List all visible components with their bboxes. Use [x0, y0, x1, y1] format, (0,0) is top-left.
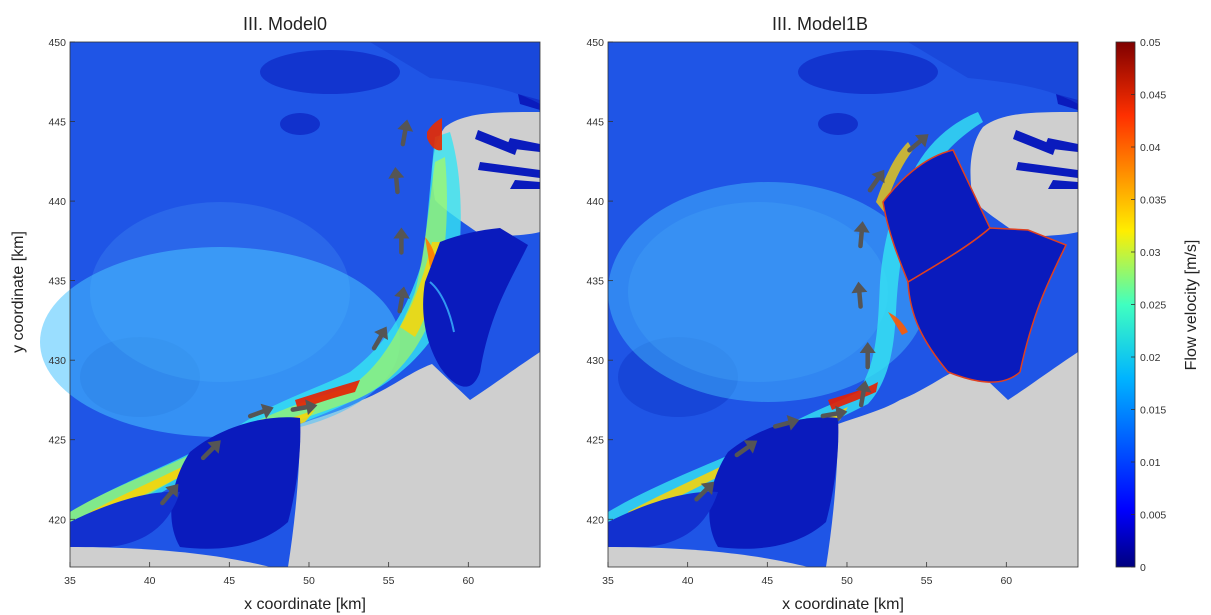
- y-tick-label: 445: [48, 117, 66, 129]
- panel-title: III. Model0: [243, 14, 327, 34]
- colorbar-tick-label: 0.04: [1140, 142, 1161, 154]
- x-tick-label: 55: [921, 575, 933, 587]
- colorbar: 0 0.005 0.01 0.015 0.02 0.025 0.03 0.035 0.04 0.0…: [1115, 37, 1200, 574]
- plot-frame: [607, 41, 1079, 568]
- heatmap-field: [608, 42, 1078, 567]
- colorbar-tick-label: 0.025: [1140, 300, 1166, 312]
- flow-arrow: [772, 415, 800, 431]
- y-tick-label: 420: [586, 514, 604, 526]
- y-tick-label: 430: [586, 355, 604, 367]
- flow-arrows: [160, 119, 414, 506]
- x-axis-label: x coordinate [km]: [244, 596, 366, 613]
- y-tick-label: 435: [48, 276, 66, 288]
- flow-arrow: [290, 399, 318, 416]
- flow-arrow: [247, 403, 274, 419]
- flow-arrow: [859, 342, 876, 370]
- colorbar-tick-label: 0.01: [1140, 457, 1161, 469]
- y-axis-label: y coordinate [km]: [10, 231, 27, 353]
- flow-arrow: [907, 134, 929, 153]
- y-tick-label: 450: [586, 37, 604, 49]
- panel-model1b: III. Model1B: [608, 14, 1078, 567]
- x-tick-label: 40: [682, 575, 694, 587]
- axes: 35 40 45 50 55 60 420 425 430 435 440 445 450: [586, 37, 1079, 587]
- x-tick-label: 35: [602, 575, 614, 587]
- y-tick-label: 425: [586, 435, 604, 447]
- y-tick-label: 445: [586, 117, 604, 129]
- colorbar-tick-label: 0.03: [1140, 247, 1161, 259]
- axes: 35 40 45 50 55 60 420 425 430 435 440 445 450: [48, 37, 541, 587]
- flow-arrows: [694, 134, 929, 502]
- colorbar-tick-label: 0.035: [1140, 195, 1166, 207]
- panel-title: III. Model1B: [772, 14, 868, 34]
- y-tick-label: 435: [586, 276, 604, 288]
- flow-arrow: [851, 281, 868, 309]
- flow-arrow: [694, 481, 715, 502]
- flow-arrow: [855, 380, 872, 408]
- y-tick-label: 440: [586, 196, 604, 208]
- flow-arrow: [388, 167, 405, 195]
- colorbar-tick-label: 0.02: [1140, 352, 1161, 364]
- x-tick-label: 55: [383, 575, 395, 587]
- x-tick-label: 50: [841, 575, 853, 587]
- x-tick-label: 45: [761, 575, 773, 587]
- flow-arrow: [820, 405, 848, 422]
- x-tick-label: 40: [144, 575, 156, 587]
- flow-arrow: [734, 440, 758, 458]
- flow-arrow: [394, 286, 410, 314]
- colorbar-label: Flow velocity [m/s]: [1183, 240, 1200, 371]
- flow-arrow: [371, 326, 389, 351]
- colorbar-ticks: 0 0.005 0.01 0.015 0.02 0.025 0.03 0.035 0.04 0.0…: [1131, 37, 1166, 574]
- y-tick-label: 420: [48, 514, 66, 526]
- flow-arrow: [867, 169, 885, 193]
- flow-arrow: [160, 483, 179, 506]
- x-tick-label: 45: [223, 575, 235, 587]
- x-tick-label: 60: [462, 575, 474, 587]
- y-tick-label: 450: [48, 37, 66, 49]
- colorbar-tick-label: 0.05: [1140, 37, 1161, 49]
- plot-frame: [69, 41, 541, 568]
- flow-arrow: [853, 221, 870, 249]
- colorbar-tick-label: 0.005: [1140, 510, 1166, 522]
- x-tick-label: 60: [1000, 575, 1012, 587]
- colorbar-tick-label: 0.045: [1140, 90, 1166, 102]
- x-tick-label: 50: [303, 575, 315, 587]
- x-axis-label: x coordinate [km]: [782, 596, 904, 613]
- x-tick-label: 35: [64, 575, 76, 587]
- heatmap-field: [40, 42, 540, 567]
- y-tick-label: 425: [48, 435, 66, 447]
- panel-model0: III. Model0: [40, 14, 540, 567]
- flow-arrow: [200, 440, 221, 461]
- colorbar-tick-label: 0.015: [1140, 405, 1166, 417]
- y-tick-label: 430: [48, 355, 66, 367]
- y-tick-label: 440: [48, 196, 66, 208]
- flow-arrow: [393, 227, 410, 255]
- flow-arrow: [397, 119, 414, 147]
- colorbar-tick-label: 0: [1140, 562, 1146, 574]
